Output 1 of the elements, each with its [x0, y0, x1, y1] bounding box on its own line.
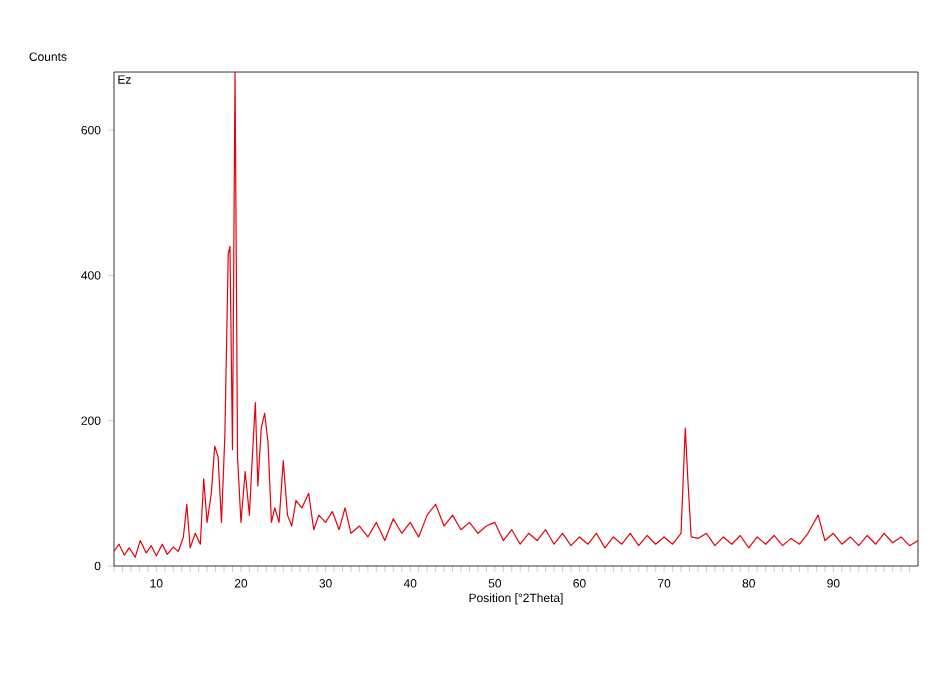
- line-series: [114, 72, 918, 558]
